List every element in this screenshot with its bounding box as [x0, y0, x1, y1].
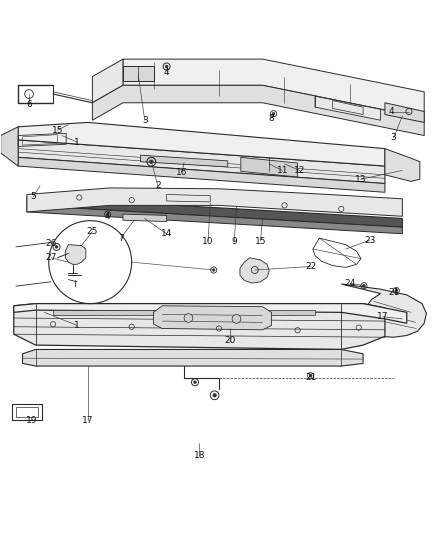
Polygon shape: [14, 304, 385, 350]
Polygon shape: [27, 188, 403, 216]
Text: 12: 12: [294, 166, 305, 175]
Polygon shape: [385, 103, 424, 123]
Polygon shape: [18, 157, 385, 192]
Text: 7: 7: [118, 233, 124, 243]
Polygon shape: [153, 306, 272, 330]
Circle shape: [272, 112, 275, 115]
Text: 14: 14: [161, 229, 172, 238]
Text: 17: 17: [82, 416, 94, 425]
Text: 18: 18: [194, 450, 205, 459]
Circle shape: [395, 289, 398, 292]
Text: 19: 19: [26, 416, 38, 425]
Polygon shape: [315, 96, 381, 120]
Text: 3: 3: [142, 116, 148, 125]
Circle shape: [213, 393, 216, 397]
Circle shape: [309, 374, 312, 377]
Text: 8: 8: [268, 114, 274, 123]
Text: 20: 20: [224, 336, 236, 345]
Text: 15: 15: [255, 237, 266, 246]
Polygon shape: [141, 155, 228, 167]
Polygon shape: [241, 157, 297, 177]
Circle shape: [194, 381, 196, 384]
Circle shape: [232, 314, 241, 323]
Text: 27: 27: [45, 253, 57, 262]
Circle shape: [165, 65, 168, 68]
Ellipse shape: [197, 197, 223, 205]
Polygon shape: [27, 197, 403, 227]
Circle shape: [184, 313, 193, 322]
Circle shape: [106, 213, 109, 215]
Polygon shape: [92, 85, 424, 135]
Polygon shape: [22, 350, 363, 366]
Polygon shape: [123, 59, 424, 118]
Text: 6: 6: [26, 100, 32, 109]
Text: 3: 3: [391, 133, 396, 142]
Text: 10: 10: [202, 237, 214, 246]
Polygon shape: [18, 140, 385, 183]
Polygon shape: [65, 245, 86, 264]
Text: 2: 2: [155, 181, 161, 190]
Text: 1: 1: [74, 321, 80, 330]
Polygon shape: [1, 127, 18, 166]
Text: 16: 16: [176, 168, 187, 177]
Text: 4: 4: [164, 68, 170, 77]
Text: 23: 23: [364, 236, 375, 245]
Text: 22: 22: [305, 262, 316, 271]
Text: 21: 21: [388, 288, 399, 297]
Polygon shape: [385, 149, 420, 181]
Polygon shape: [92, 59, 123, 103]
Text: 13: 13: [355, 175, 367, 184]
Text: 1: 1: [74, 138, 80, 147]
Polygon shape: [341, 284, 426, 337]
Polygon shape: [27, 205, 403, 234]
Circle shape: [212, 269, 215, 271]
Circle shape: [55, 246, 58, 248]
Polygon shape: [14, 304, 407, 323]
Circle shape: [363, 285, 365, 287]
Text: 11: 11: [276, 166, 288, 175]
Text: 21: 21: [305, 373, 316, 382]
Polygon shape: [123, 66, 153, 81]
Polygon shape: [53, 310, 315, 314]
Text: 4: 4: [105, 212, 110, 221]
Text: 17: 17: [377, 312, 389, 321]
Polygon shape: [123, 214, 166, 222]
Text: 15: 15: [52, 126, 63, 135]
Polygon shape: [18, 123, 385, 166]
Text: 5: 5: [31, 192, 36, 201]
Text: 25: 25: [87, 227, 98, 236]
Polygon shape: [240, 258, 269, 283]
Circle shape: [150, 160, 153, 164]
Text: 24: 24: [344, 279, 356, 288]
Text: 26: 26: [45, 239, 57, 248]
Text: 9: 9: [231, 237, 237, 246]
Text: 4: 4: [389, 107, 394, 116]
